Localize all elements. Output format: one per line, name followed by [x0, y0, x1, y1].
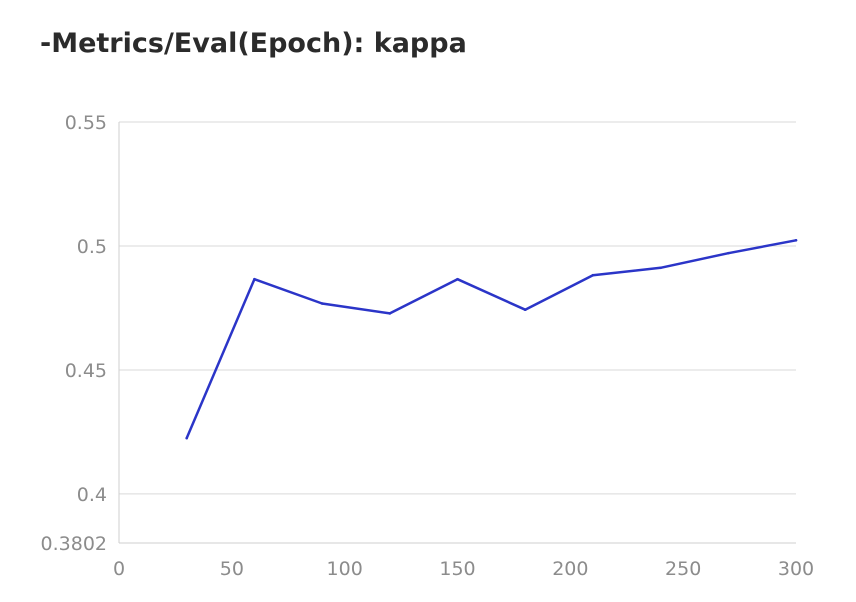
data-point — [456, 277, 459, 281]
gridlines — [119, 121, 796, 495]
data-point — [320, 302, 324, 305]
x-tick-labels: 0 50 100 150 200 250 300 — [113, 558, 814, 580]
data-point — [523, 308, 527, 311]
axes — [118, 122, 796, 544]
x-tick-label: 300 — [778, 558, 814, 580]
data-point — [591, 273, 595, 277]
data-point — [253, 277, 256, 281]
y-tick-label: 0.55 — [65, 112, 107, 134]
series-group — [185, 238, 798, 440]
data-point — [388, 312, 392, 315]
x-tick-label: 100 — [327, 558, 363, 580]
chart-title: -Metrics/Eval(Epoch): kappa — [40, 28, 467, 59]
x-tick-label: 50 — [220, 558, 244, 580]
y-tick-label: 0.3802 — [41, 533, 107, 555]
data-point — [727, 251, 730, 255]
y-tick-label: 0.4 — [77, 484, 107, 506]
data-point — [185, 436, 188, 440]
x-tick-label: 200 — [552, 558, 588, 580]
data-point — [659, 266, 662, 270]
y-tick-labels: 0.3802 0.4 0.45 0.5 0.55 — [41, 112, 107, 555]
x-tick-label: 250 — [665, 558, 701, 580]
x-tick-label: 150 — [439, 558, 475, 580]
x-tick-label: 0 — [113, 558, 125, 580]
data-point — [794, 238, 798, 242]
y-tick-label: 0.5 — [77, 236, 107, 258]
series-line — [185, 239, 798, 440]
y-tick-label: 0.45 — [65, 360, 107, 382]
